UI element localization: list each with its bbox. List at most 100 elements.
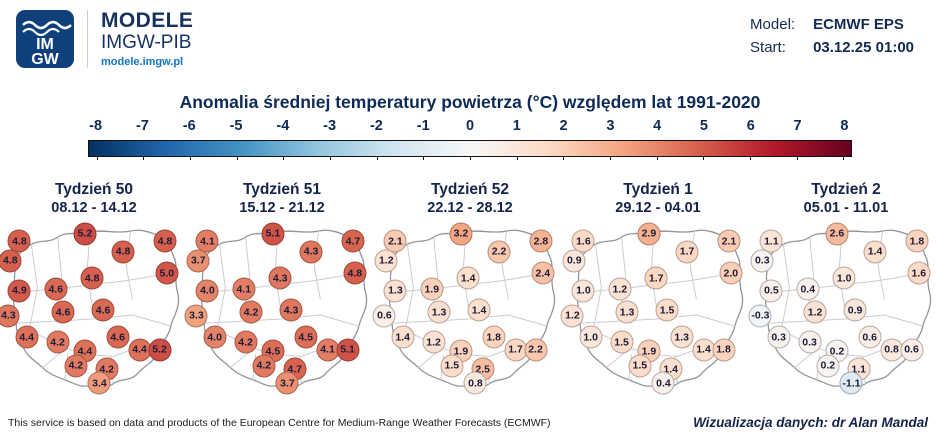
- footer-disclaimer: This service is based on data and produc…: [8, 417, 551, 429]
- panels-row: Tydzień 50 08.12 - 14.12 4.8 5.2 4.8: [0, 180, 940, 403]
- colorbar-tick: [470, 156, 471, 160]
- panel-dates: 05.01 - 11.01: [803, 200, 889, 216]
- colorbar-tick-label: 6: [746, 118, 755, 134]
- station-value-bubble: 2.6: [825, 222, 849, 246]
- colorbar-tick: [563, 156, 565, 160]
- station-value-bubble: 0.5: [759, 279, 783, 303]
- station-value-bubble: 0.2: [816, 354, 840, 378]
- colorbar-tick-label: -3: [323, 118, 337, 134]
- station-value-bubble: 4.7: [341, 229, 365, 253]
- station-value-bubble: 1.2: [374, 249, 398, 273]
- colorbar-tick: [610, 156, 612, 160]
- poland-map: 2.1 3.2 2.2 2.8 1.2 2.4 1.3 1.9 1.4 0.6 1.3 1.4 1.4 1…: [372, 222, 561, 403]
- station-value-bubble: 1.2: [803, 300, 827, 324]
- panel-title: Tydzień 52: [430, 181, 510, 198]
- station-bubbles: 1.6 2.9 1.7 2.1 0.9 2.0 1.0 1.2 1.7 1.2 1.3 1.5 1.0 1…: [560, 222, 749, 403]
- colorbar-tick-label: 0: [465, 118, 475, 134]
- station-value-bubble: 4.0: [195, 279, 219, 303]
- logo-text-bottom: GW: [31, 51, 59, 68]
- colorbar-labels: -8 -7 -6 -5 -4 -3 -2 -1 0 1 2 3 4 5 6 7 8: [88, 118, 852, 137]
- panel-title: Tydzień 51: [242, 181, 322, 198]
- station-value-bubble: 4.5: [294, 325, 318, 349]
- station-value-bubble: 0.6: [858, 325, 882, 349]
- station-value-bubble: 1.0: [832, 266, 856, 290]
- station-value-bubble: 2.1: [383, 229, 407, 253]
- station-value-bubble: 4.8: [153, 229, 177, 253]
- station-value-bubble: 1.5: [628, 354, 652, 378]
- week-panel-4: Tydzień 1 29.12 - 04.01 1.6 2.9 1.7 2: [560, 180, 752, 403]
- station-value-bubble: 4.8: [80, 266, 104, 290]
- station-value-bubble: 1.2: [608, 277, 632, 301]
- footer-credit: Wizualizacja danych: dr Alan Mandal: [693, 415, 928, 430]
- colorbar-tick: [703, 156, 705, 160]
- station-value-bubble: 4.3: [279, 298, 303, 322]
- station-value-bubble: 5.2: [148, 338, 172, 362]
- station-value-bubble: 1.7: [644, 266, 668, 290]
- station-value-bubble: 1.5: [655, 298, 679, 322]
- station-value-bubble: 2.1: [717, 229, 741, 253]
- model-label: Model:: [750, 16, 796, 33]
- model-info: Model: ECMWF EPS Start: 03.12.25 01:00: [750, 16, 914, 56]
- station-value-bubble: 4.8: [7, 229, 31, 253]
- station-value-bubble: 4.0: [203, 325, 227, 349]
- station-value-bubble: 4.8: [111, 240, 135, 264]
- station-value-bubble: 1.2: [560, 304, 584, 328]
- colorbar-tick-label: 5: [699, 118, 709, 134]
- colorbar: -8 -7 -6 -5 -4 -3 -2 -1 0 1 2 3 4 5 6 7 8: [88, 118, 852, 160]
- station-value-bubble: 2.8: [529, 229, 553, 253]
- station-value-bubble: 0.3: [798, 330, 822, 354]
- station-value-bubble: 5.1: [336, 338, 360, 362]
- station-bubbles: 4.8 5.2 4.8 4.8 4.8 5.0 4.9 4.6 4.8 4.3 4.6 4.6 4.4 4…: [0, 222, 185, 403]
- panel-dates: 22.12 - 28.12: [427, 200, 513, 216]
- station-value-bubble: 1.4: [456, 266, 480, 290]
- station-value-bubble: 4.4: [15, 325, 39, 349]
- station-value-bubble: 4.9: [7, 279, 31, 303]
- imgw-logo-icon: IM GW: [16, 10, 74, 68]
- station-value-bubble: 3.7: [275, 371, 299, 395]
- station-value-bubble: 0.4: [651, 371, 675, 395]
- station-value-bubble: 1.4: [863, 240, 887, 264]
- colorbar-tick-label: 3: [606, 118, 615, 134]
- station-value-bubble: 4.3: [0, 304, 20, 328]
- station-value-bubble: 2.9: [637, 222, 661, 246]
- colorbar-tick: [329, 156, 331, 160]
- station-value-bubble: 4.3: [299, 240, 323, 264]
- station-value-bubble: 4.6: [106, 325, 130, 349]
- station-value-bubble: 4.8: [343, 261, 367, 285]
- colorbar-tick-label: -5: [229, 118, 243, 134]
- station-value-bubble: 2.2: [487, 240, 511, 264]
- panel-dates: 15.12 - 21.12: [239, 200, 325, 216]
- colorbar-tick-label: -1: [416, 118, 430, 134]
- station-value-bubble: 1.5: [610, 330, 634, 354]
- station-value-bubble: 1.1: [759, 229, 783, 253]
- station-value-bubble: 1.8: [905, 229, 929, 253]
- station-value-bubble: 4.1: [232, 277, 256, 301]
- poland-map: 4.1 5.1 4.3 4.7 3.7 4.8 4.0 4.1 4.3 3.3 4.2 4.3 4.0 4…: [184, 222, 373, 403]
- station-value-bubble: 1.0: [579, 325, 603, 349]
- logo-text-top: IM: [36, 36, 54, 53]
- poland-map: 4.8 5.2 4.8 4.8 4.8 5.0 4.9 4.6 4.8 4.3 4.6 4.6 4.4 4…: [0, 222, 185, 403]
- station-value-bubble: 1.3: [670, 325, 694, 349]
- station-value-bubble: 4.8: [0, 249, 22, 273]
- station-value-bubble: 1.3: [427, 300, 451, 324]
- station-value-bubble: 4.6: [44, 277, 68, 301]
- colorbar-tick: [96, 156, 98, 160]
- station-value-bubble: 3.2: [449, 222, 473, 246]
- brand-block: MODELE IMGW-PIB modele.imgw.pl: [87, 10, 193, 68]
- station-value-bubble: 4.2: [46, 330, 70, 354]
- colorbar-tick: [516, 156, 518, 160]
- station-value-bubble: 1.0: [571, 279, 595, 303]
- colorbar-tick: [143, 156, 145, 160]
- station-value-bubble: -1.1: [839, 371, 863, 395]
- colorbar-tick-label: -8: [89, 118, 103, 134]
- station-value-bubble: 4.1: [316, 338, 339, 362]
- brand-url-link[interactable]: modele.imgw.pl: [101, 56, 184, 68]
- station-value-bubble: 1.8: [712, 338, 736, 362]
- station-value-bubble: 2.2: [524, 338, 548, 362]
- station-value-bubble: 4.2: [234, 330, 258, 354]
- week-panel-3: Tydzień 52 22.12 - 28.12 2.1 3.2 2.2: [372, 180, 564, 403]
- header: IM GW MODELE IMGW-PIB modele.imgw.pl: [16, 10, 193, 68]
- station-value-bubble: 4.6: [51, 300, 75, 324]
- colorbar-tick: [189, 156, 191, 160]
- colorbar-tick-label: -6: [182, 118, 196, 134]
